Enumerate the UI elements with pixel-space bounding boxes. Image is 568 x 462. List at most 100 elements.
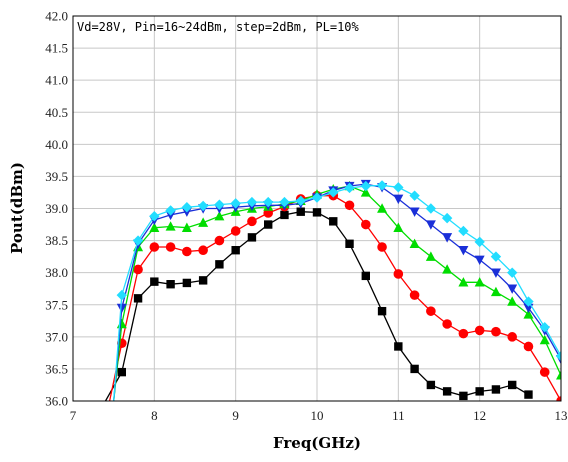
circle-marker (214, 235, 225, 246)
square-marker (280, 210, 289, 220)
y-tick-label: 41.5 (45, 41, 68, 56)
y-axis-title: Pout(dBm) (8, 162, 26, 254)
diamond-marker (425, 203, 437, 214)
square-marker (345, 239, 354, 248)
triangle-down-marker (409, 207, 420, 217)
diamond-marker (523, 296, 534, 307)
triangle-up-marker (393, 222, 404, 232)
diamond-marker (441, 212, 453, 224)
series-group (104, 179, 561, 401)
x-tick-label: 9 (232, 408, 239, 423)
circle-marker (149, 242, 160, 252)
diamond-marker (409, 190, 420, 201)
circle-marker (133, 264, 143, 275)
diamond-marker (279, 196, 290, 208)
circle-marker (426, 306, 436, 316)
square-marker (394, 342, 403, 351)
triangle-up-marker (165, 221, 176, 231)
triangle-down-marker (507, 284, 518, 294)
chart-annotation: Vd=28V, Pin=16~24dBm, step=2dBm, PL=10% (77, 20, 360, 34)
circle-marker (344, 200, 355, 211)
diamond-marker (246, 196, 258, 208)
y-tick-label: 37.0 (45, 329, 68, 344)
x-tick-label: 13 (555, 408, 568, 423)
y-tick-label: 40.0 (45, 137, 68, 152)
triangle-down-marker (442, 233, 453, 243)
series-3 (113, 180, 561, 401)
circle-marker (458, 328, 469, 339)
diamond-marker (165, 205, 176, 216)
diamond-marker (344, 182, 355, 194)
triangle-up-marker (556, 370, 561, 380)
circle-marker (409, 290, 420, 300)
y-tick-label: 41.0 (45, 73, 68, 88)
circle-marker (198, 245, 208, 256)
y-tick-labels: 36.0 36.5 37.0 37.5 38.0 38.5 39.0 39.5 40.0 40.5… (45, 9, 68, 409)
x-tick-label: 7 (70, 408, 77, 423)
circle-marker (393, 269, 404, 279)
y-tick-label: 38.0 (45, 265, 68, 280)
triangle-up-marker (507, 296, 518, 306)
square-marker (150, 277, 159, 286)
diamond-marker (507, 267, 518, 278)
x-axis-title: Freq(GHz) (273, 434, 361, 452)
y-tick-label: 40.5 (45, 105, 68, 120)
triangle-down-marker (116, 303, 127, 314)
circle-marker (539, 367, 550, 377)
circle-marker (230, 226, 241, 236)
circle-marker (474, 325, 485, 336)
diamond-marker (295, 195, 306, 206)
triangle-up-marker (458, 277, 469, 287)
square-marker (475, 387, 484, 396)
circle-marker (556, 396, 561, 401)
square-marker (410, 364, 419, 374)
diamond-marker (393, 182, 404, 193)
square-marker (296, 207, 305, 216)
y-tick-label: 38.5 (45, 233, 68, 248)
circle-marker (523, 341, 534, 352)
triangle-up-marker (149, 222, 160, 232)
square-marker (329, 217, 338, 226)
series-4 (113, 179, 561, 401)
diamond-marker (230, 198, 241, 209)
triangle-up-marker (523, 309, 534, 319)
diamond-marker (116, 289, 127, 301)
y-tick-label: 42.0 (45, 9, 68, 24)
square-marker (182, 278, 192, 288)
triangle-down-marker (425, 220, 436, 230)
circle-marker (442, 319, 452, 329)
square-marker (133, 294, 143, 303)
square-marker (442, 387, 452, 396)
circle-marker (377, 242, 387, 252)
circle-marker (165, 242, 176, 252)
triangle-up-marker (539, 334, 550, 345)
diamond-marker (555, 350, 561, 362)
square-marker (312, 208, 322, 217)
square-marker (117, 367, 126, 377)
circle-marker (491, 326, 501, 337)
triangle-up-marker (116, 318, 127, 329)
square-marker (426, 380, 436, 390)
square-marker (508, 380, 517, 390)
y-tick-label: 37.5 (45, 297, 68, 312)
series-5 (113, 180, 561, 401)
x-tick-label: 10 (311, 408, 324, 423)
square-marker (491, 385, 501, 394)
triangle-up-marker (409, 238, 420, 248)
square-marker (459, 391, 468, 401)
diamond-marker (149, 211, 160, 222)
triangle-down-marker (458, 246, 469, 256)
series-1 (104, 207, 533, 401)
triangle-up-marker (360, 187, 371, 197)
triangle-up-marker (377, 203, 388, 213)
circle-marker (182, 246, 192, 257)
diamond-marker (376, 180, 388, 191)
square-marker (166, 280, 175, 289)
square-marker (264, 220, 273, 229)
y-tick-label: 36.0 (45, 394, 68, 409)
square-marker (198, 276, 208, 285)
square-marker (377, 306, 387, 316)
series-2 (108, 190, 561, 401)
y-tick-label: 39.0 (45, 201, 68, 216)
